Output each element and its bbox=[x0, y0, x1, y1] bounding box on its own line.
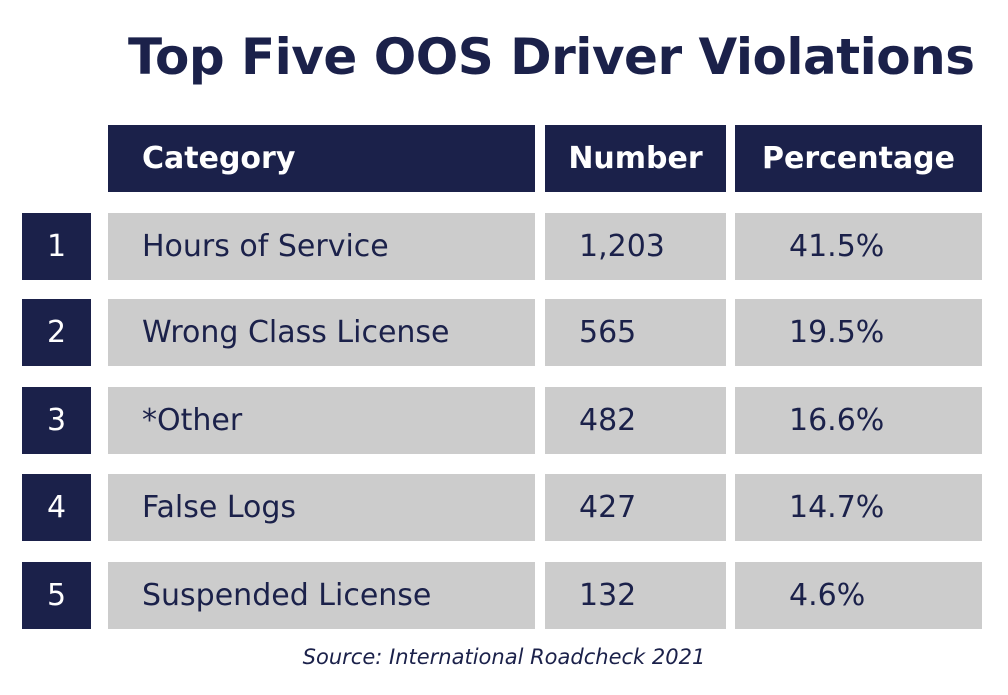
percentage-cell: 4.6% bbox=[735, 562, 982, 629]
category-cell: Suspended License bbox=[108, 562, 535, 629]
rank-badge: 3 bbox=[22, 387, 91, 454]
number-cell: 132 bbox=[545, 562, 726, 629]
header-percentage: Percentage bbox=[735, 125, 982, 192]
category-cell: *Other bbox=[108, 387, 535, 454]
percentage-cell: 19.5% bbox=[735, 299, 982, 366]
number-cell: 427 bbox=[545, 474, 726, 541]
number-cell: 482 bbox=[545, 387, 726, 454]
rank-badge: 2 bbox=[22, 299, 91, 366]
number-cell: 1,203 bbox=[545, 213, 726, 280]
source-note: Source: International Roadcheck 2021 bbox=[302, 645, 706, 669]
header-number: Number bbox=[545, 125, 726, 192]
header-category: Category bbox=[108, 125, 535, 192]
percentage-cell: 41.5% bbox=[735, 213, 982, 280]
category-cell: Hours of Service bbox=[108, 213, 535, 280]
chart-title: Top Five OOS Driver Violations bbox=[128, 28, 975, 86]
category-cell: Wrong Class License bbox=[108, 299, 535, 366]
rank-badge: 4 bbox=[22, 474, 91, 541]
percentage-cell: 16.6% bbox=[735, 387, 982, 454]
percentage-cell: 14.7% bbox=[735, 474, 982, 541]
rank-badge: 1 bbox=[22, 213, 91, 280]
number-cell: 565 bbox=[545, 299, 726, 366]
rank-badge: 5 bbox=[22, 562, 91, 629]
category-cell: False Logs bbox=[108, 474, 535, 541]
